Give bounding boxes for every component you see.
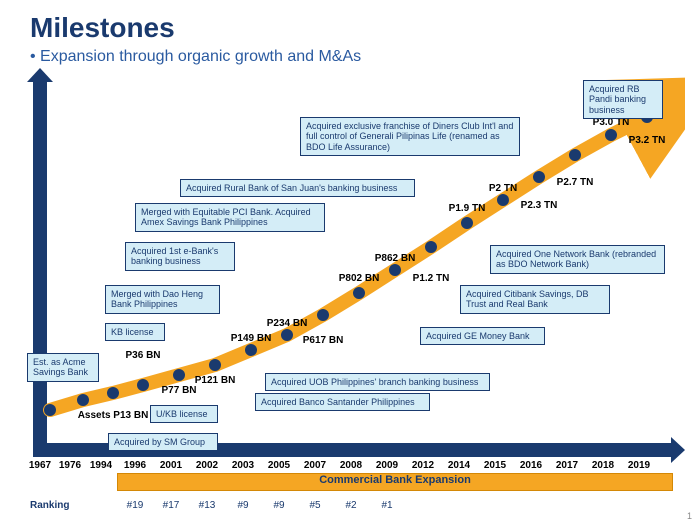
value-label: P149 BN — [231, 333, 272, 344]
data-point — [245, 344, 257, 356]
year-label: 2001 — [153, 460, 189, 471]
data-point — [605, 129, 617, 141]
milestone-callout: Acquired Banco Santander Philippines — [255, 393, 430, 411]
year-label: 1976 — [55, 460, 85, 471]
milestone-callout: Acquired Citibank Savings, DB Trust and … — [460, 285, 610, 314]
year-label: 2007 — [297, 460, 333, 471]
ranking-row: #19#17#13#9#9#5#2#1 — [25, 500, 685, 511]
rank-value: #17 — [153, 500, 189, 511]
value-label: Assets P13 BN — [78, 410, 149, 421]
year-label: 2019 — [621, 460, 657, 471]
year-label: 2009 — [369, 460, 405, 471]
data-point — [281, 329, 293, 341]
year-label: 1996 — [117, 460, 153, 471]
milestone-callout: Est. as Acme Savings Bank — [27, 353, 99, 382]
milestone-callout: Acquired RB Pandi banking business — [583, 80, 663, 119]
data-point — [137, 379, 149, 391]
rank-value: #5 — [297, 500, 333, 511]
rank-value — [621, 500, 657, 511]
milestone-callout: KB license — [105, 323, 165, 341]
data-point — [461, 217, 473, 229]
data-point — [317, 309, 329, 321]
value-label: P617 BN — [303, 335, 344, 346]
value-label: P2 TN — [489, 183, 517, 194]
value-label: P2.7 TN — [557, 177, 594, 188]
rank-value — [405, 500, 441, 511]
value-label: P802 BN — [339, 273, 380, 284]
rank-value: #19 — [117, 500, 153, 511]
rank-value — [585, 500, 621, 511]
milestone-callout: Acquired One Network Bank (rebranded as … — [490, 245, 665, 274]
milestone-chart: Assets P13 BN P36 BN P77 BNP121 BN P149 BN P… — [25, 75, 685, 500]
milestone-callout: Acquired Rural Bank of San Juan's bankin… — [180, 179, 415, 197]
value-label: P862 BN — [375, 253, 416, 264]
value-label: P36 BN — [125, 350, 160, 361]
commercial-bank-label: Commercial Bank Expansion — [117, 474, 673, 486]
rank-value: #2 — [333, 500, 369, 511]
data-point — [425, 241, 437, 253]
year-label: 2012 — [405, 460, 441, 471]
year-label: 2008 — [333, 460, 369, 471]
value-label: P1.9 TN — [449, 203, 486, 214]
value-label: P1.2 TN — [413, 273, 450, 284]
rank-value: #1 — [369, 500, 405, 511]
milestone-callout: Merged with Equitable PCI Bank. Acquired… — [135, 203, 325, 232]
year-label: 2016 — [513, 460, 549, 471]
milestone-callout: Acquired UOB Philippines' branch banking… — [265, 373, 490, 391]
milestone-callout: U/KB license — [150, 405, 218, 423]
rank-value — [85, 500, 117, 511]
year-label: 2017 — [549, 460, 585, 471]
data-point — [569, 149, 581, 161]
value-label: P121 BN — [195, 375, 236, 386]
year-label: 2014 — [441, 460, 477, 471]
year-label: 2018 — [585, 460, 621, 471]
year-label: 2005 — [261, 460, 297, 471]
year-axis: 1967197619941996200120022003200520072008… — [25, 460, 685, 471]
value-label: P3.2 TN — [629, 135, 666, 146]
year-label: 1967 — [25, 460, 55, 471]
data-point — [107, 387, 119, 399]
data-point — [209, 359, 221, 371]
data-point — [497, 194, 509, 206]
year-label: 2002 — [189, 460, 225, 471]
rank-value: #13 — [189, 500, 225, 511]
value-label: P77 BN — [161, 385, 196, 396]
data-point — [44, 404, 56, 416]
page-number: 1 — [687, 511, 692, 521]
page-subtitle: Expansion through organic growth and M&A… — [30, 48, 361, 66]
milestone-callout: Acquired by SM Group — [108, 433, 218, 451]
rank-value — [441, 500, 477, 511]
rank-value — [477, 500, 513, 511]
rank-value — [513, 500, 549, 511]
value-label: P234 BN — [267, 318, 308, 329]
page-title: Milestones — [30, 12, 175, 44]
data-point — [173, 369, 185, 381]
value-label: P2.3 TN — [521, 200, 558, 211]
rank-value — [25, 500, 55, 511]
data-point — [389, 264, 401, 276]
milestone-callout: Acquired GE Money Bank — [420, 327, 545, 345]
milestone-callout: Acquired 1st e-Bank's banking business — [125, 242, 235, 271]
milestone-callout: Merged with Dao Heng Bank Philippines — [105, 285, 220, 314]
y-axis-arrow — [33, 80, 47, 450]
rank-value — [549, 500, 585, 511]
rank-value: #9 — [225, 500, 261, 511]
data-point — [77, 394, 89, 406]
year-label: 2015 — [477, 460, 513, 471]
data-point — [533, 171, 545, 183]
milestone-callout: Acquired exclusive franchise of Diners C… — [300, 117, 520, 156]
year-label: 2003 — [225, 460, 261, 471]
data-point — [353, 287, 365, 299]
rank-value — [55, 500, 85, 511]
rank-value: #9 — [261, 500, 297, 511]
year-label: 1994 — [85, 460, 117, 471]
